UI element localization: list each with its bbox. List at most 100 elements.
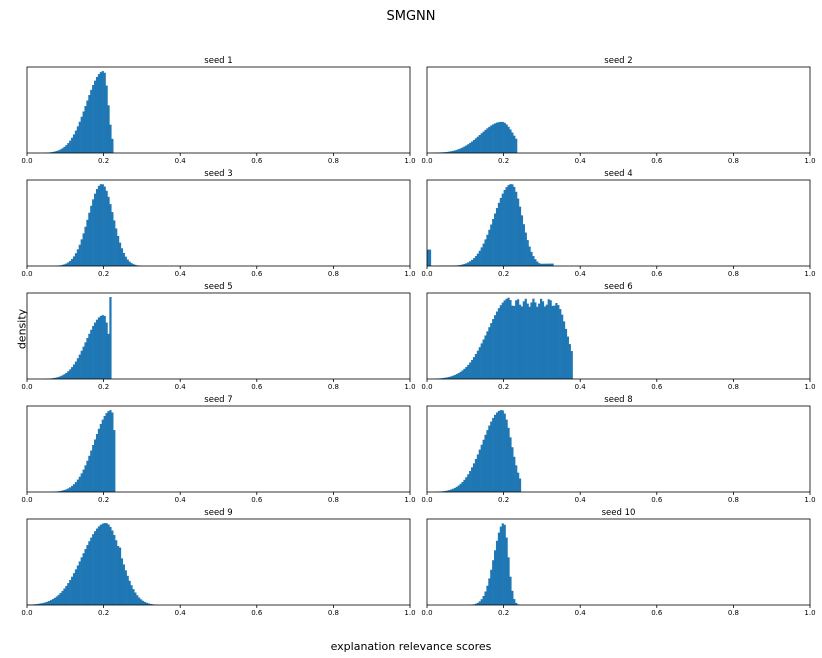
histogram-bar	[94, 322, 97, 379]
histogram-bar	[486, 234, 489, 266]
histogram-bar	[469, 142, 472, 153]
histogram-bar	[545, 263, 548, 266]
histogram-bar	[76, 565, 80, 605]
x-tick-label: 0.0	[421, 270, 432, 278]
histogram-bar	[495, 412, 499, 492]
axes-frame	[426, 179, 811, 267]
histogram-bar	[520, 306, 524, 379]
histogram-bar	[518, 304, 522, 379]
x-tick-label: 0.0	[21, 496, 32, 504]
histogram-bar	[495, 208, 499, 266]
histogram-bar	[69, 140, 72, 153]
histogram-bar	[88, 333, 91, 379]
histogram-bar	[501, 523, 504, 605]
x-tick-label: 0.2	[98, 270, 109, 278]
histogram-bar	[107, 333, 110, 379]
histogram-bar	[568, 344, 571, 379]
histogram-bar	[84, 465, 87, 492]
histogram-bar	[428, 249, 432, 266]
x-tick-label: 1.0	[404, 270, 415, 278]
x-tick-label: 0.4	[575, 270, 587, 278]
x-tick-label: 0.8	[328, 157, 339, 165]
x-tick-label: 0.8	[728, 496, 739, 504]
histogram-bar	[65, 372, 68, 379]
x-tick-label: 0.2	[498, 270, 509, 278]
histogram-bar	[472, 357, 476, 379]
histogram-bar	[109, 297, 112, 379]
histogram-bar	[67, 143, 70, 153]
histogram-bar	[59, 149, 62, 153]
histogram-bar	[549, 263, 552, 266]
x-tick-label: 0.6	[651, 270, 663, 278]
x-tick-label: 1.0	[404, 383, 415, 391]
histogram-bar	[532, 298, 535, 379]
histogram-bar	[501, 121, 504, 153]
histogram-bar	[97, 74, 101, 153]
histogram-bar	[97, 185, 101, 266]
histogram-bar	[539, 263, 543, 266]
histogram-bar	[34, 604, 37, 605]
histogram-bar	[80, 557, 83, 605]
histogram-bar	[448, 151, 451, 153]
histogram-bar	[57, 150, 60, 153]
histogram-bar	[122, 564, 125, 605]
histogram-bar	[478, 601, 481, 605]
histogram-bar	[465, 263, 468, 266]
histogram-bar	[42, 602, 45, 605]
x-tick-label: 0.0	[421, 383, 432, 391]
histogram-bar	[78, 561, 81, 605]
histogram-bar	[90, 537, 93, 605]
histogram-bar	[449, 151, 453, 153]
axes-frame	[26, 179, 411, 267]
histogram-panel: seed 9 0.0 0.2 0.4 0.6 0.8 1.0	[21, 508, 415, 617]
histogram-bar	[474, 459, 478, 492]
histogram-bar	[499, 197, 502, 266]
histogram-bar	[69, 260, 72, 266]
x-tick-label: 0.8	[328, 609, 339, 617]
histogram-bar	[130, 263, 133, 266]
histogram-bar	[57, 594, 60, 605]
histogram-bar	[51, 378, 55, 379]
histogram-bar	[63, 264, 66, 266]
histogram-bar	[132, 264, 135, 266]
histogram-panel: seed 2 0.0 0.2 0.4 0.6 0.8 1.0	[421, 56, 815, 165]
histogram-bar	[474, 256, 478, 266]
histogram-bar	[141, 600, 145, 605]
x-tick-label: 0.4	[175, 609, 187, 617]
x-tick-label: 0.0	[21, 157, 32, 165]
x-tick-label: 0.2	[98, 383, 109, 391]
histogram-bar	[538, 263, 541, 266]
histogram-bar	[92, 199, 95, 266]
histogram-bar	[61, 375, 64, 379]
x-tick-label: 0.6	[251, 609, 263, 617]
x-tick-label: 0.4	[175, 383, 187, 391]
histogram-bar	[55, 596, 58, 605]
histogram-bar	[71, 137, 74, 153]
histogram-bar	[471, 259, 474, 266]
x-tick-label: 0.6	[651, 157, 663, 165]
histogram-bar	[490, 224, 493, 266]
histogram-bar	[461, 370, 464, 379]
x-tick-label: 0.4	[175, 496, 187, 504]
histogram-bar	[86, 338, 89, 379]
histogram-bar	[505, 124, 508, 153]
histogram-bar	[553, 305, 556, 379]
x-tick-label: 0.2	[98, 157, 109, 165]
histogram-bar	[459, 483, 462, 492]
x-axis-label: explanation relevance scores	[330, 640, 492, 653]
histogram-bar	[524, 232, 527, 266]
histogram-bar	[476, 454, 480, 492]
histogram-bar	[99, 315, 102, 379]
histogram-bar	[561, 314, 564, 379]
histogram-bar	[105, 322, 108, 379]
histogram-bar	[111, 138, 114, 153]
histogram-bar	[117, 235, 120, 266]
histogram-bar	[99, 524, 102, 605]
histogram-bar	[459, 148, 462, 153]
histogram-bar	[530, 302, 533, 379]
histogram-bar	[559, 309, 562, 379]
histogram-bar	[522, 301, 525, 379]
histogram-bar	[509, 437, 512, 492]
histogram-bar	[88, 455, 91, 492]
histogram-bar	[520, 215, 524, 266]
